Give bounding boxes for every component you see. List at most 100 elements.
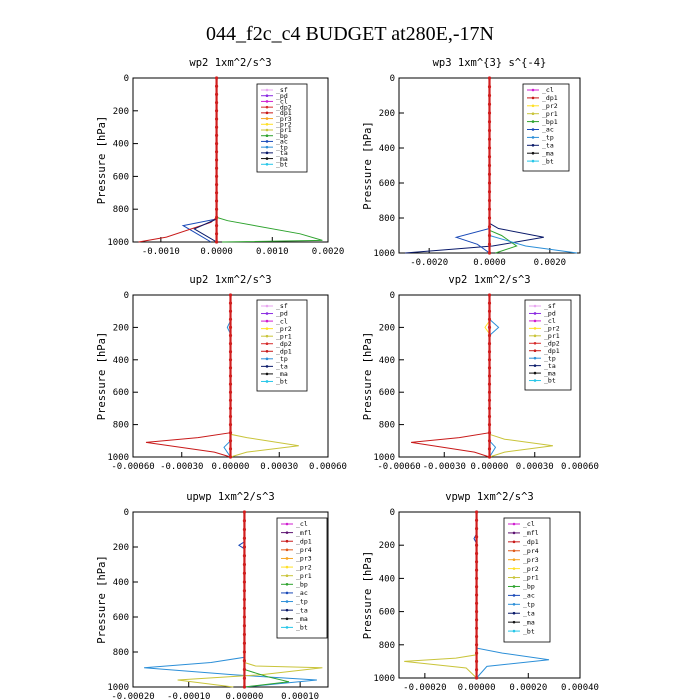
series-line bbox=[489, 78, 518, 254]
y-tick-label: 200 bbox=[113, 323, 129, 333]
zero-profile-marker bbox=[242, 510, 247, 514]
zero-profile-marker bbox=[474, 659, 479, 664]
zero-profile-marker bbox=[487, 120, 492, 124]
zero-profile-marker bbox=[242, 650, 247, 654]
zero-profile-marker bbox=[242, 519, 247, 523]
legend-entry: _bt bbox=[276, 378, 288, 386]
legend-entry: _dp2 bbox=[276, 103, 292, 111]
legend-marker bbox=[512, 540, 516, 544]
x-tick-label: -0.0020 bbox=[410, 258, 448, 268]
legend-entry: _pr3 bbox=[523, 556, 539, 564]
zero-profile-marker bbox=[487, 374, 492, 378]
legend-entry: _tp bbox=[542, 134, 554, 142]
y-tick-label: 800 bbox=[379, 214, 395, 224]
legend-entry: _bt bbox=[523, 627, 535, 635]
y-tick-label: 800 bbox=[379, 421, 395, 431]
panel-title: wp3 1xm^{3} s^{-4} bbox=[433, 57, 547, 69]
zero-profile-marker bbox=[214, 150, 219, 154]
zero-profile-marker bbox=[242, 659, 247, 663]
zero-profile-marker bbox=[214, 191, 219, 195]
legend-marker bbox=[512, 567, 516, 570]
x-tick-label: 0.0000 bbox=[473, 258, 506, 268]
legend-entry: _sf bbox=[544, 302, 556, 310]
legend-marker bbox=[512, 611, 516, 615]
x-tick-label: -0.00060 bbox=[111, 462, 154, 472]
y-tick-label: 800 bbox=[113, 421, 129, 431]
legend-entry: _mfl bbox=[523, 529, 539, 537]
x-tick-label: -0.00020 bbox=[403, 683, 446, 693]
zero-profile-marker bbox=[228, 455, 233, 459]
zero-profile-marker bbox=[214, 215, 219, 219]
x-tick-label: 0.00000 bbox=[225, 692, 263, 700]
legend-entry: _pr2 bbox=[544, 325, 560, 333]
legend-marker bbox=[265, 304, 269, 308]
zero-profile-marker bbox=[242, 589, 247, 593]
y-axis-label: Pressure [hPa] bbox=[362, 551, 374, 640]
zero-profile-marker bbox=[242, 545, 247, 549]
legend-marker bbox=[512, 629, 516, 633]
zero-profile-marker bbox=[474, 576, 479, 581]
x-tick-label: 0.00000 bbox=[471, 462, 509, 472]
x-tick-label: 0.00040 bbox=[561, 683, 599, 693]
panel-title: upwp 1xm^2/s^3 bbox=[186, 491, 275, 503]
zero-profile-marker bbox=[474, 510, 479, 514]
zero-profile-marker bbox=[228, 309, 233, 313]
x-tick-label: -0.00010 bbox=[167, 692, 210, 700]
legend-marker bbox=[285, 557, 289, 560]
zero-profile-marker bbox=[228, 301, 233, 305]
legend-marker bbox=[265, 105, 269, 109]
zero-profile-marker bbox=[474, 651, 479, 655]
zero-profile-marker bbox=[487, 447, 492, 451]
legend-entry: _pd bbox=[276, 92, 288, 100]
zero-profile-marker bbox=[487, 85, 492, 89]
legend-marker bbox=[512, 549, 516, 553]
legend-entry: _ma bbox=[276, 370, 288, 378]
y-tick-label: 0 bbox=[124, 291, 129, 301]
legend-box bbox=[256, 83, 308, 173]
zero-profile-marker bbox=[487, 76, 492, 80]
legend-entry: _bp bbox=[523, 583, 535, 591]
y-tick-label: 600 bbox=[379, 179, 395, 189]
legend-entry: _cl bbox=[542, 86, 554, 94]
legend-marker bbox=[531, 128, 535, 131]
legend-marker bbox=[285, 600, 289, 603]
zero-profile-marker bbox=[242, 641, 247, 645]
legend-entry: _ac bbox=[542, 126, 554, 134]
zero-profile-marker bbox=[487, 398, 492, 402]
zero-profile-marker bbox=[242, 562, 247, 567]
legend-entry: _tp bbox=[523, 601, 535, 609]
legend-entry: _dp1 bbox=[542, 94, 558, 102]
y-axis-label: Pressure [hPa] bbox=[96, 332, 108, 421]
zero-profile-marker bbox=[487, 358, 492, 362]
zero-profile-marker bbox=[487, 172, 492, 176]
y-tick-label: 600 bbox=[113, 613, 129, 623]
zero-profile-marker bbox=[228, 439, 233, 443]
zero-profile-marker bbox=[228, 333, 233, 338]
legend-marker bbox=[285, 617, 289, 621]
zero-profile-marker bbox=[474, 618, 479, 622]
y-tick-label: 400 bbox=[379, 356, 395, 366]
x-tick-label: -0.0010 bbox=[142, 247, 180, 257]
y-tick-label: 800 bbox=[379, 641, 395, 651]
zero-profile-marker bbox=[214, 125, 219, 129]
legend-entry: _pr1 bbox=[276, 332, 292, 340]
legend-marker bbox=[512, 576, 516, 579]
zero-profile-marker bbox=[487, 382, 492, 386]
zero-profile-marker bbox=[474, 634, 479, 639]
legend-marker bbox=[265, 140, 269, 143]
legend-entry: _pr2 bbox=[542, 102, 558, 110]
legend-entry: _dp1 bbox=[296, 537, 312, 545]
zero-profile-marker bbox=[474, 527, 479, 531]
zero-profile-marker bbox=[214, 101, 219, 105]
zero-profile-marker bbox=[228, 390, 233, 394]
figure-title: 044_f2c_c4 BUDGET at280E,-17N bbox=[206, 23, 494, 45]
zero-profile-marker bbox=[214, 158, 219, 162]
zero-profile-marker bbox=[474, 676, 479, 680]
zero-profile-marker bbox=[487, 439, 492, 443]
zero-profile-marker bbox=[214, 232, 219, 236]
x-tick-label: 0.0020 bbox=[534, 258, 567, 268]
zero-profile-marker bbox=[242, 527, 247, 532]
y-axis-label: Pressure [hPa] bbox=[96, 555, 108, 644]
legend-entry: _cl bbox=[544, 317, 556, 325]
